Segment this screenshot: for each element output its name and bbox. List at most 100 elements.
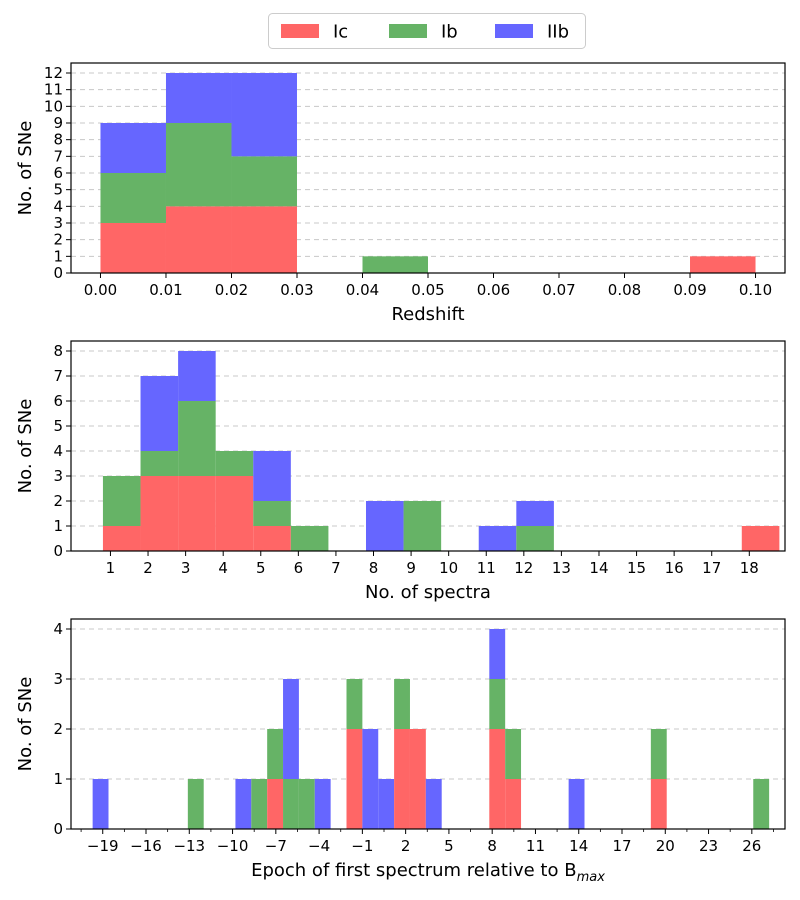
epoch-bar-iib	[92, 779, 109, 829]
spectra-bar-ib	[253, 501, 291, 526]
redshift-x-tick-label: 0.06	[477, 281, 510, 299]
epoch-gridlines	[71, 628, 785, 780]
legend-label-ib: Ib	[441, 22, 458, 43]
spectra-bar-iib	[516, 501, 554, 526]
spectra-bar-ic	[140, 476, 179, 551]
spectra-y-tick-label: 3	[53, 467, 63, 485]
epoch-bar-iib	[378, 779, 395, 829]
redshift-y-tick-label: 7	[53, 147, 63, 165]
spectra-bar-ic	[102, 526, 141, 551]
legend-label-ic: Ic	[333, 22, 348, 43]
legend-swatch-ic	[281, 24, 319, 38]
epoch-bar-ic	[267, 779, 284, 829]
spectra-x-tick-label: 3	[181, 559, 191, 577]
redshift-bar-ic	[100, 223, 166, 273]
spectra-bar-ic	[253, 526, 291, 551]
spectra-x-tick-label: 4	[218, 559, 228, 577]
epoch-x-tick-label: 5	[444, 837, 454, 855]
epoch-bar-ib	[505, 729, 522, 779]
redshift-y-tick-label: 5	[53, 181, 63, 199]
redshift-y-tick-label: 9	[53, 114, 63, 132]
spectra-x-tick-label: 6	[294, 559, 304, 577]
spectra-bar-ib	[102, 476, 141, 526]
spectra-y-tick-label: 5	[53, 417, 63, 435]
redshift-x-tick-label: 0.09	[673, 281, 706, 299]
epoch-bar-ic	[505, 779, 522, 829]
redshift-y-tick-label: 12	[44, 64, 63, 82]
spectra-x-tick-label: 1	[106, 559, 116, 577]
spectra-x-tick-label: 17	[702, 559, 721, 577]
spectra-bar-ib	[403, 501, 442, 551]
redshift-y-tick-label: 2	[53, 231, 63, 249]
epoch-bars	[92, 629, 770, 829]
redshift-bar-ib	[231, 156, 297, 207]
epoch-bar-iib	[235, 779, 252, 829]
epoch-bar-iib	[362, 729, 379, 829]
spectra-x-tick-label: 16	[665, 559, 684, 577]
epoch-axes-frame	[70, 618, 786, 830]
spectra-x-tick-label: 14	[589, 559, 608, 577]
redshift-bar-iib	[165, 73, 232, 123]
spectra-y-tick-label: 1	[53, 517, 63, 535]
redshift-y-axis-label: No. of SNe	[15, 121, 36, 216]
redshift-x-axis-label: Redshift	[391, 304, 464, 325]
epoch-bar-ib	[394, 679, 410, 729]
spectra-bars	[102, 351, 780, 551]
epoch-bar-ib	[267, 729, 284, 779]
spectra-bar-ic	[178, 476, 216, 551]
spectra-bar-iib	[253, 451, 291, 501]
spectra-bar-iib	[178, 351, 216, 401]
epoch-bar-ib	[251, 779, 268, 829]
spectra-bar-ic	[741, 526, 780, 551]
spectra-x-tick-label: 2	[143, 559, 153, 577]
spectra-x-tick-label: 8	[369, 559, 379, 577]
redshift-y-tick-label: 4	[53, 197, 63, 215]
redshift-y-tick-label: 1	[53, 247, 63, 265]
redshift-y-tick-label: 11	[44, 81, 63, 99]
spectra-bar-ib	[140, 451, 179, 476]
epoch-bar-ib	[283, 779, 299, 829]
redshift-bar-ib	[165, 123, 232, 207]
epoch-bar-ic	[394, 729, 410, 829]
epoch-bar-ib	[346, 679, 363, 729]
spectra-y-tick-label: 6	[53, 392, 63, 410]
epoch-x-tick-label: 23	[699, 837, 718, 855]
redshift-bar-ib	[100, 173, 166, 223]
epoch-x-tick-label: −19	[87, 837, 119, 855]
redshift-x-tick-label: 0.07	[542, 281, 575, 299]
legend-label-iib: IIb	[547, 22, 569, 43]
redshift-x-tick-label: 0.00	[84, 281, 117, 299]
redshift-bar-ic	[231, 206, 297, 273]
epoch-y-tick-label: 1	[53, 770, 63, 788]
epoch-x-tick-label: 8	[487, 837, 497, 855]
redshift-y-tick-label: 10	[44, 97, 63, 115]
spectra-x-tick-label: 10	[439, 559, 458, 577]
epoch-bar-ic	[409, 729, 426, 829]
epoch-x-tick-label: 2	[401, 837, 411, 855]
epoch-x-tick-label: 14	[569, 837, 588, 855]
spectra-x-axis-label: No. of spectra	[365, 582, 491, 603]
spectra-y-tick-label: 2	[53, 492, 63, 510]
spectra-x-tick-label: 15	[627, 559, 646, 577]
spectra-x-tick-label: 11	[477, 559, 496, 577]
redshift-y-tick-label: 6	[53, 164, 63, 182]
epoch-bar-iib	[489, 629, 506, 679]
epoch-bar-ic	[650, 779, 667, 829]
epoch-bar-iib	[314, 779, 331, 829]
spectra-bar-iib	[140, 376, 179, 451]
spectra-y-tick-label: 0	[53, 542, 63, 560]
epoch-bar-ib	[187, 779, 204, 829]
redshift-x-tick-label: 0.04	[346, 281, 379, 299]
spectra-x-tick-label: 5	[256, 559, 266, 577]
redshift-bar-iib	[231, 73, 297, 157]
epoch-bar-ib	[489, 679, 506, 729]
redshift-x-tick-label: 0.01	[149, 281, 182, 299]
spectra-x-tick-label: 7	[331, 559, 341, 577]
epoch-bar-iib	[568, 779, 585, 829]
epoch-bar-ic	[489, 729, 506, 829]
spectra-x-tick-label: 18	[740, 559, 759, 577]
redshift-x-tick-label: 0.02	[215, 281, 248, 299]
